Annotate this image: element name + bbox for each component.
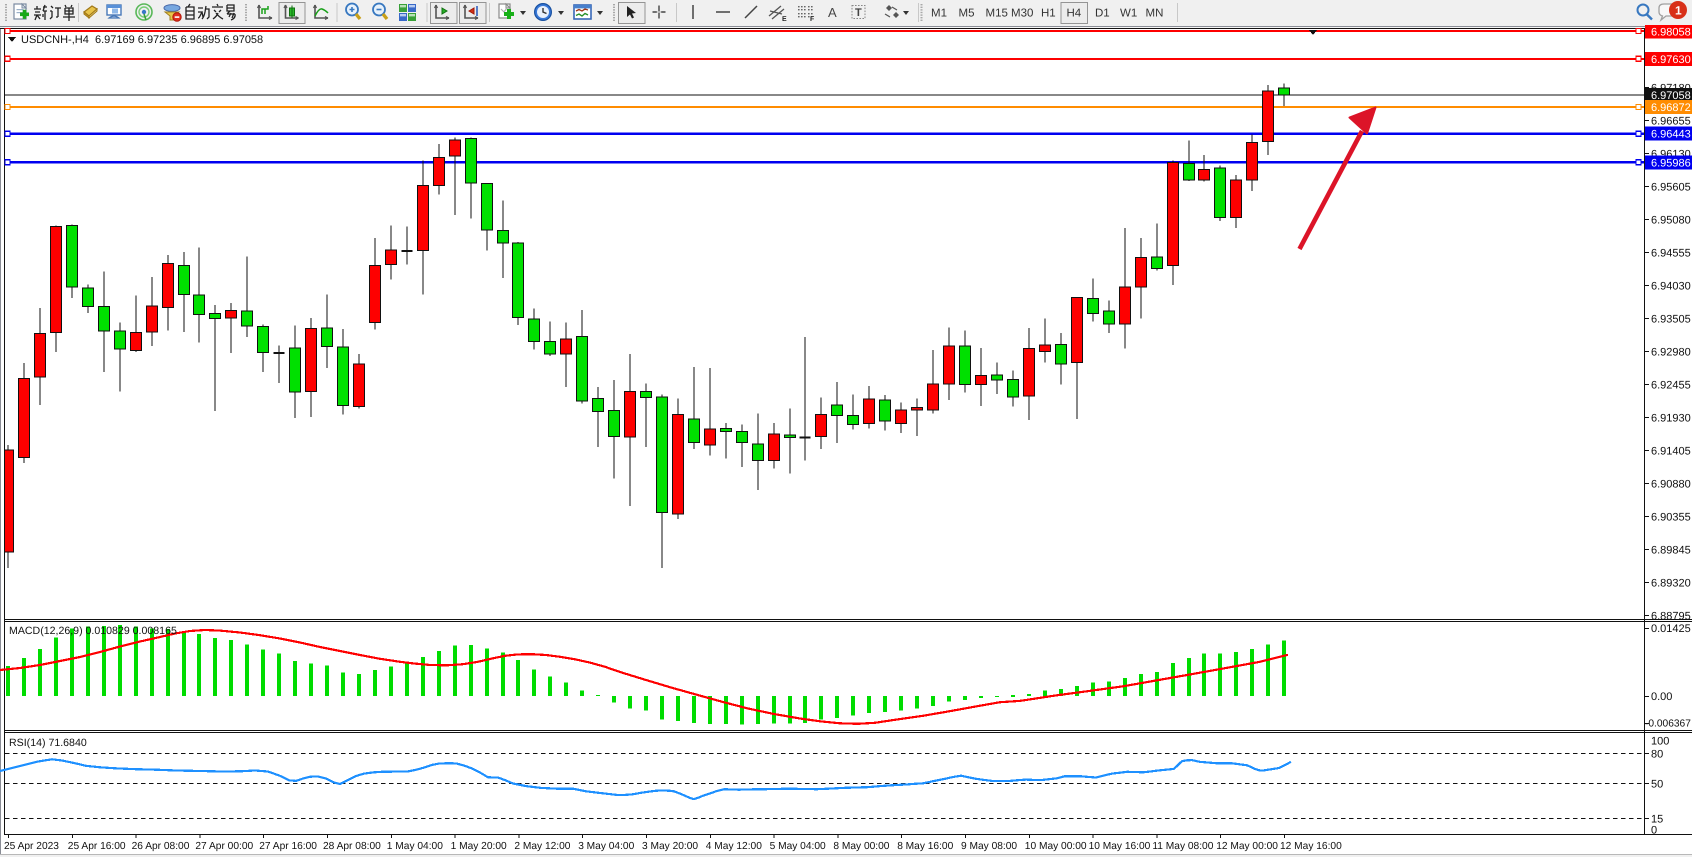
svg-text:6.89845: 6.89845 bbox=[1651, 545, 1691, 557]
svg-text:25 Apr 16:00: 25 Apr 16:00 bbox=[68, 841, 126, 852]
svg-text:11 May 08:00: 11 May 08:00 bbox=[1152, 841, 1213, 852]
svg-text:T: T bbox=[855, 7, 862, 19]
svg-text:6.96872: 6.96872 bbox=[1651, 102, 1691, 114]
svg-text:1 May 04:00: 1 May 04:00 bbox=[387, 841, 443, 852]
svg-text:0: 0 bbox=[1651, 825, 1657, 837]
svg-text:6.94030: 6.94030 bbox=[1651, 281, 1691, 293]
svg-text:28 Apr 08:00: 28 Apr 08:00 bbox=[323, 841, 381, 852]
svg-text:3 May 04:00: 3 May 04:00 bbox=[578, 841, 634, 852]
svg-text:-0.006367: -0.006367 bbox=[1645, 719, 1691, 730]
svg-text:A: A bbox=[828, 5, 837, 20]
svg-text:6.91930: 6.91930 bbox=[1651, 413, 1691, 425]
svg-text:RSI(14) 71.6840: RSI(14) 71.6840 bbox=[9, 737, 87, 749]
svg-text:H1: H1 bbox=[1041, 8, 1056, 20]
svg-text:10 May 16:00: 10 May 16:00 bbox=[1089, 841, 1151, 852]
svg-text:6.95986: 6.95986 bbox=[1651, 157, 1691, 169]
svg-text:100: 100 bbox=[1651, 736, 1669, 748]
svg-text:80: 80 bbox=[1651, 749, 1663, 761]
svg-text:6.92455: 6.92455 bbox=[1651, 380, 1691, 392]
svg-text:0.01425: 0.01425 bbox=[1651, 623, 1691, 635]
svg-text:12 May 00:00: 12 May 00:00 bbox=[1216, 841, 1278, 852]
svg-text:H4: H4 bbox=[1067, 8, 1082, 20]
svg-text:0.00: 0.00 bbox=[1651, 691, 1672, 703]
svg-text:26 Apr 08:00: 26 Apr 08:00 bbox=[132, 841, 190, 852]
svg-text:6.97630: 6.97630 bbox=[1651, 54, 1691, 66]
svg-text:6.88795: 6.88795 bbox=[1651, 611, 1691, 623]
svg-text:W1: W1 bbox=[1120, 8, 1137, 20]
svg-text:6.98058: 6.98058 bbox=[1651, 27, 1691, 39]
svg-text:F: F bbox=[810, 16, 815, 23]
svg-text:6.96443: 6.96443 bbox=[1651, 129, 1691, 141]
svg-text:2 May 12:00: 2 May 12:00 bbox=[514, 841, 570, 852]
svg-text:M15: M15 bbox=[986, 8, 1008, 20]
svg-text:6.97058: 6.97058 bbox=[1651, 90, 1691, 102]
svg-text:6.95605: 6.95605 bbox=[1651, 182, 1691, 194]
svg-text:25 Apr 2023: 25 Apr 2023 bbox=[4, 841, 59, 852]
svg-text:8 May 00:00: 8 May 00:00 bbox=[833, 841, 889, 852]
svg-text:6.91405: 6.91405 bbox=[1651, 446, 1691, 458]
svg-text:27 Apr 16:00: 27 Apr 16:00 bbox=[259, 841, 317, 852]
svg-text:M5: M5 bbox=[959, 8, 975, 20]
svg-text:6.94555: 6.94555 bbox=[1651, 248, 1691, 260]
svg-text:1 May 20:00: 1 May 20:00 bbox=[451, 841, 507, 852]
svg-text:8 May 16:00: 8 May 16:00 bbox=[897, 841, 953, 852]
svg-text:MN: MN bbox=[1146, 8, 1164, 20]
svg-text:1: 1 bbox=[1675, 4, 1682, 18]
svg-text:3 May 20:00: 3 May 20:00 bbox=[642, 841, 698, 852]
svg-text:6.96655: 6.96655 bbox=[1651, 116, 1691, 128]
svg-text:6.93505: 6.93505 bbox=[1651, 314, 1691, 326]
svg-text:6.90880: 6.90880 bbox=[1651, 479, 1691, 491]
svg-text:5 May 04:00: 5 May 04:00 bbox=[770, 841, 826, 852]
svg-text:M1: M1 bbox=[931, 8, 947, 20]
svg-text:6.95080: 6.95080 bbox=[1651, 215, 1691, 227]
svg-text:27 Apr 00:00: 27 Apr 00:00 bbox=[195, 841, 253, 852]
svg-text:6.92980: 6.92980 bbox=[1651, 347, 1691, 359]
svg-text:6.90355: 6.90355 bbox=[1651, 512, 1691, 524]
svg-text:9 May 08:00: 9 May 08:00 bbox=[961, 841, 1017, 852]
svg-text:4 May 12:00: 4 May 12:00 bbox=[706, 841, 762, 852]
svg-text:M30: M30 bbox=[1011, 8, 1033, 20]
svg-text:USDCNH-,H4 6.97169 6.97235 6.: USDCNH-,H4 6.97169 6.97235 6.96895 6.970… bbox=[21, 34, 263, 46]
svg-text:6.89320: 6.89320 bbox=[1651, 578, 1691, 590]
svg-text:MACD(12,26,9) 0.010829 0.00816: MACD(12,26,9) 0.010829 0.008165 bbox=[9, 625, 177, 637]
svg-text:50: 50 bbox=[1651, 779, 1663, 791]
svg-text:15: 15 bbox=[1651, 814, 1663, 826]
svg-text:D1: D1 bbox=[1095, 8, 1110, 20]
svg-text:12 May 16:00: 12 May 16:00 bbox=[1280, 841, 1342, 852]
svg-text:10 May 00:00: 10 May 00:00 bbox=[1025, 841, 1087, 852]
svg-text:E: E bbox=[782, 16, 787, 23]
